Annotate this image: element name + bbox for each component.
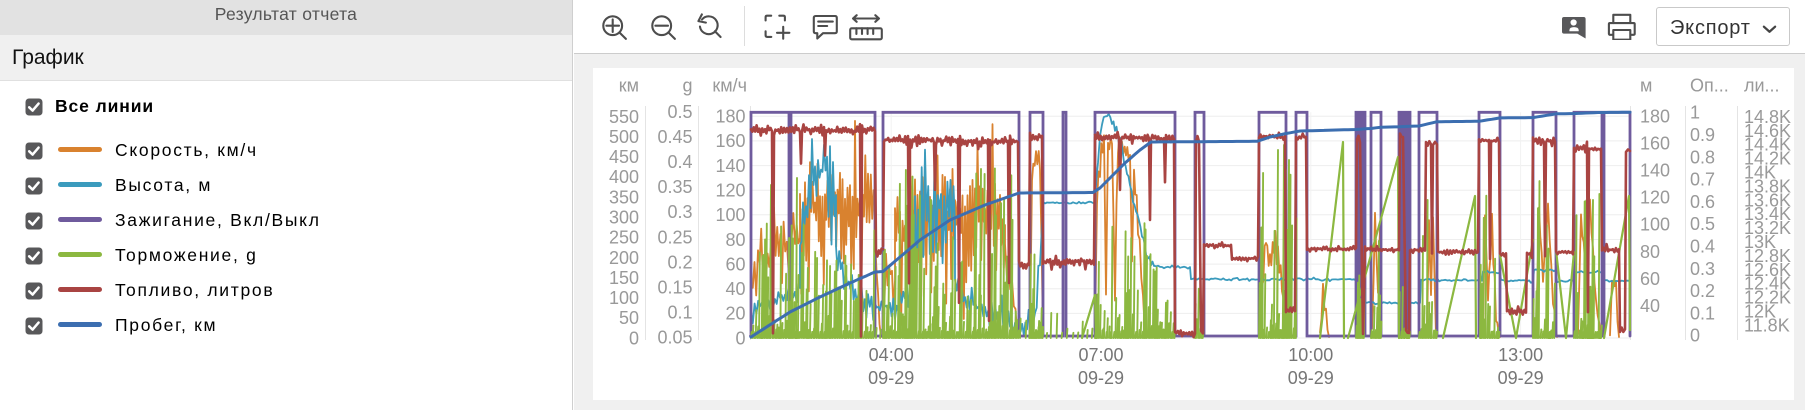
- svg-text:ли...: ли...: [1744, 75, 1780, 95]
- svg-text:14.2K: 14.2K: [1744, 149, 1791, 169]
- svg-text:0.2: 0.2: [1690, 281, 1715, 301]
- svg-text:0.9: 0.9: [1690, 125, 1715, 145]
- svg-text:0.7: 0.7: [1690, 170, 1715, 190]
- svg-text:1: 1: [1690, 103, 1700, 123]
- svg-text:250: 250: [609, 228, 639, 248]
- svg-text:0.4: 0.4: [667, 152, 692, 172]
- svg-text:140: 140: [715, 156, 745, 176]
- svg-text:550: 550: [609, 107, 639, 127]
- svg-text:0: 0: [629, 328, 639, 348]
- svg-text:14.4K: 14.4K: [1744, 135, 1791, 155]
- svg-text:10:00: 10:00: [1288, 345, 1333, 365]
- svg-text:0.4: 0.4: [1690, 237, 1715, 257]
- svg-text:160: 160: [715, 131, 745, 151]
- svg-text:12K: 12K: [1744, 302, 1776, 322]
- svg-text:13.4K: 13.4K: [1744, 204, 1791, 224]
- svg-text:м: м: [1640, 75, 1652, 95]
- svg-text:12.6K: 12.6K: [1744, 260, 1791, 280]
- svg-text:04:00: 04:00: [869, 345, 914, 365]
- svg-text:80: 80: [1640, 242, 1660, 262]
- svg-text:0.1: 0.1: [667, 303, 692, 323]
- svg-text:0.05: 0.05: [657, 328, 692, 348]
- svg-text:100: 100: [715, 205, 745, 225]
- svg-text:0.1: 0.1: [1690, 303, 1715, 323]
- svg-text:160: 160: [1640, 133, 1670, 153]
- svg-text:09-29: 09-29: [1288, 368, 1334, 388]
- svg-text:40: 40: [1640, 296, 1660, 316]
- svg-text:140: 140: [1640, 161, 1670, 181]
- svg-text:0.45: 0.45: [657, 127, 692, 147]
- svg-text:0: 0: [1690, 326, 1700, 346]
- svg-text:12.4K: 12.4K: [1744, 274, 1791, 294]
- svg-text:200: 200: [609, 248, 639, 268]
- svg-text:12.2K: 12.2K: [1744, 288, 1791, 308]
- svg-text:0.8: 0.8: [1690, 147, 1715, 167]
- svg-text:60: 60: [1640, 269, 1660, 289]
- svg-text:07:00: 07:00: [1078, 345, 1123, 365]
- svg-text:120: 120: [715, 181, 745, 201]
- svg-text:13:00: 13:00: [1498, 345, 1543, 365]
- svg-text:g: g: [682, 75, 692, 95]
- svg-text:км/ч: км/ч: [712, 75, 747, 95]
- svg-text:0: 0: [735, 328, 745, 348]
- svg-text:60: 60: [725, 254, 745, 274]
- svg-text:13K: 13K: [1744, 232, 1776, 252]
- svg-text:0.3: 0.3: [667, 202, 692, 222]
- svg-text:14.8K: 14.8K: [1744, 107, 1791, 127]
- svg-text:0.35: 0.35: [657, 177, 692, 197]
- svg-text:100: 100: [1640, 215, 1670, 235]
- svg-text:40: 40: [725, 279, 745, 299]
- svg-text:км: км: [619, 75, 639, 95]
- svg-text:11.8K: 11.8K: [1744, 315, 1790, 335]
- svg-text:300: 300: [609, 208, 639, 228]
- svg-text:09-29: 09-29: [868, 368, 914, 388]
- svg-text:14.6K: 14.6K: [1744, 121, 1791, 141]
- svg-text:0.2: 0.2: [667, 252, 692, 272]
- svg-text:120: 120: [1640, 188, 1670, 208]
- svg-text:Оп...: Оп...: [1690, 75, 1729, 95]
- svg-text:500: 500: [609, 127, 639, 147]
- svg-text:09-29: 09-29: [1498, 368, 1544, 388]
- svg-text:150: 150: [609, 268, 639, 288]
- svg-text:180: 180: [715, 107, 745, 127]
- svg-text:20: 20: [725, 304, 745, 324]
- svg-text:400: 400: [609, 167, 639, 187]
- svg-text:100: 100: [609, 288, 639, 308]
- svg-text:80: 80: [725, 230, 745, 250]
- svg-text:450: 450: [609, 147, 639, 167]
- svg-text:0.6: 0.6: [1690, 192, 1715, 212]
- svg-text:0.5: 0.5: [667, 102, 692, 122]
- svg-text:0.5: 0.5: [1690, 214, 1715, 234]
- svg-text:12.8K: 12.8K: [1744, 246, 1791, 266]
- svg-text:50: 50: [619, 308, 639, 328]
- svg-text:0.3: 0.3: [1690, 259, 1715, 279]
- svg-text:350: 350: [609, 187, 639, 207]
- svg-text:13.8K: 13.8K: [1744, 176, 1791, 196]
- svg-text:14K: 14K: [1744, 163, 1776, 183]
- svg-text:0.15: 0.15: [657, 278, 692, 298]
- svg-text:13.2K: 13.2K: [1744, 218, 1791, 238]
- svg-text:13.6K: 13.6K: [1744, 190, 1791, 210]
- svg-text:0.25: 0.25: [657, 227, 692, 247]
- svg-text:180: 180: [1640, 106, 1670, 126]
- svg-text:09-29: 09-29: [1078, 368, 1124, 388]
